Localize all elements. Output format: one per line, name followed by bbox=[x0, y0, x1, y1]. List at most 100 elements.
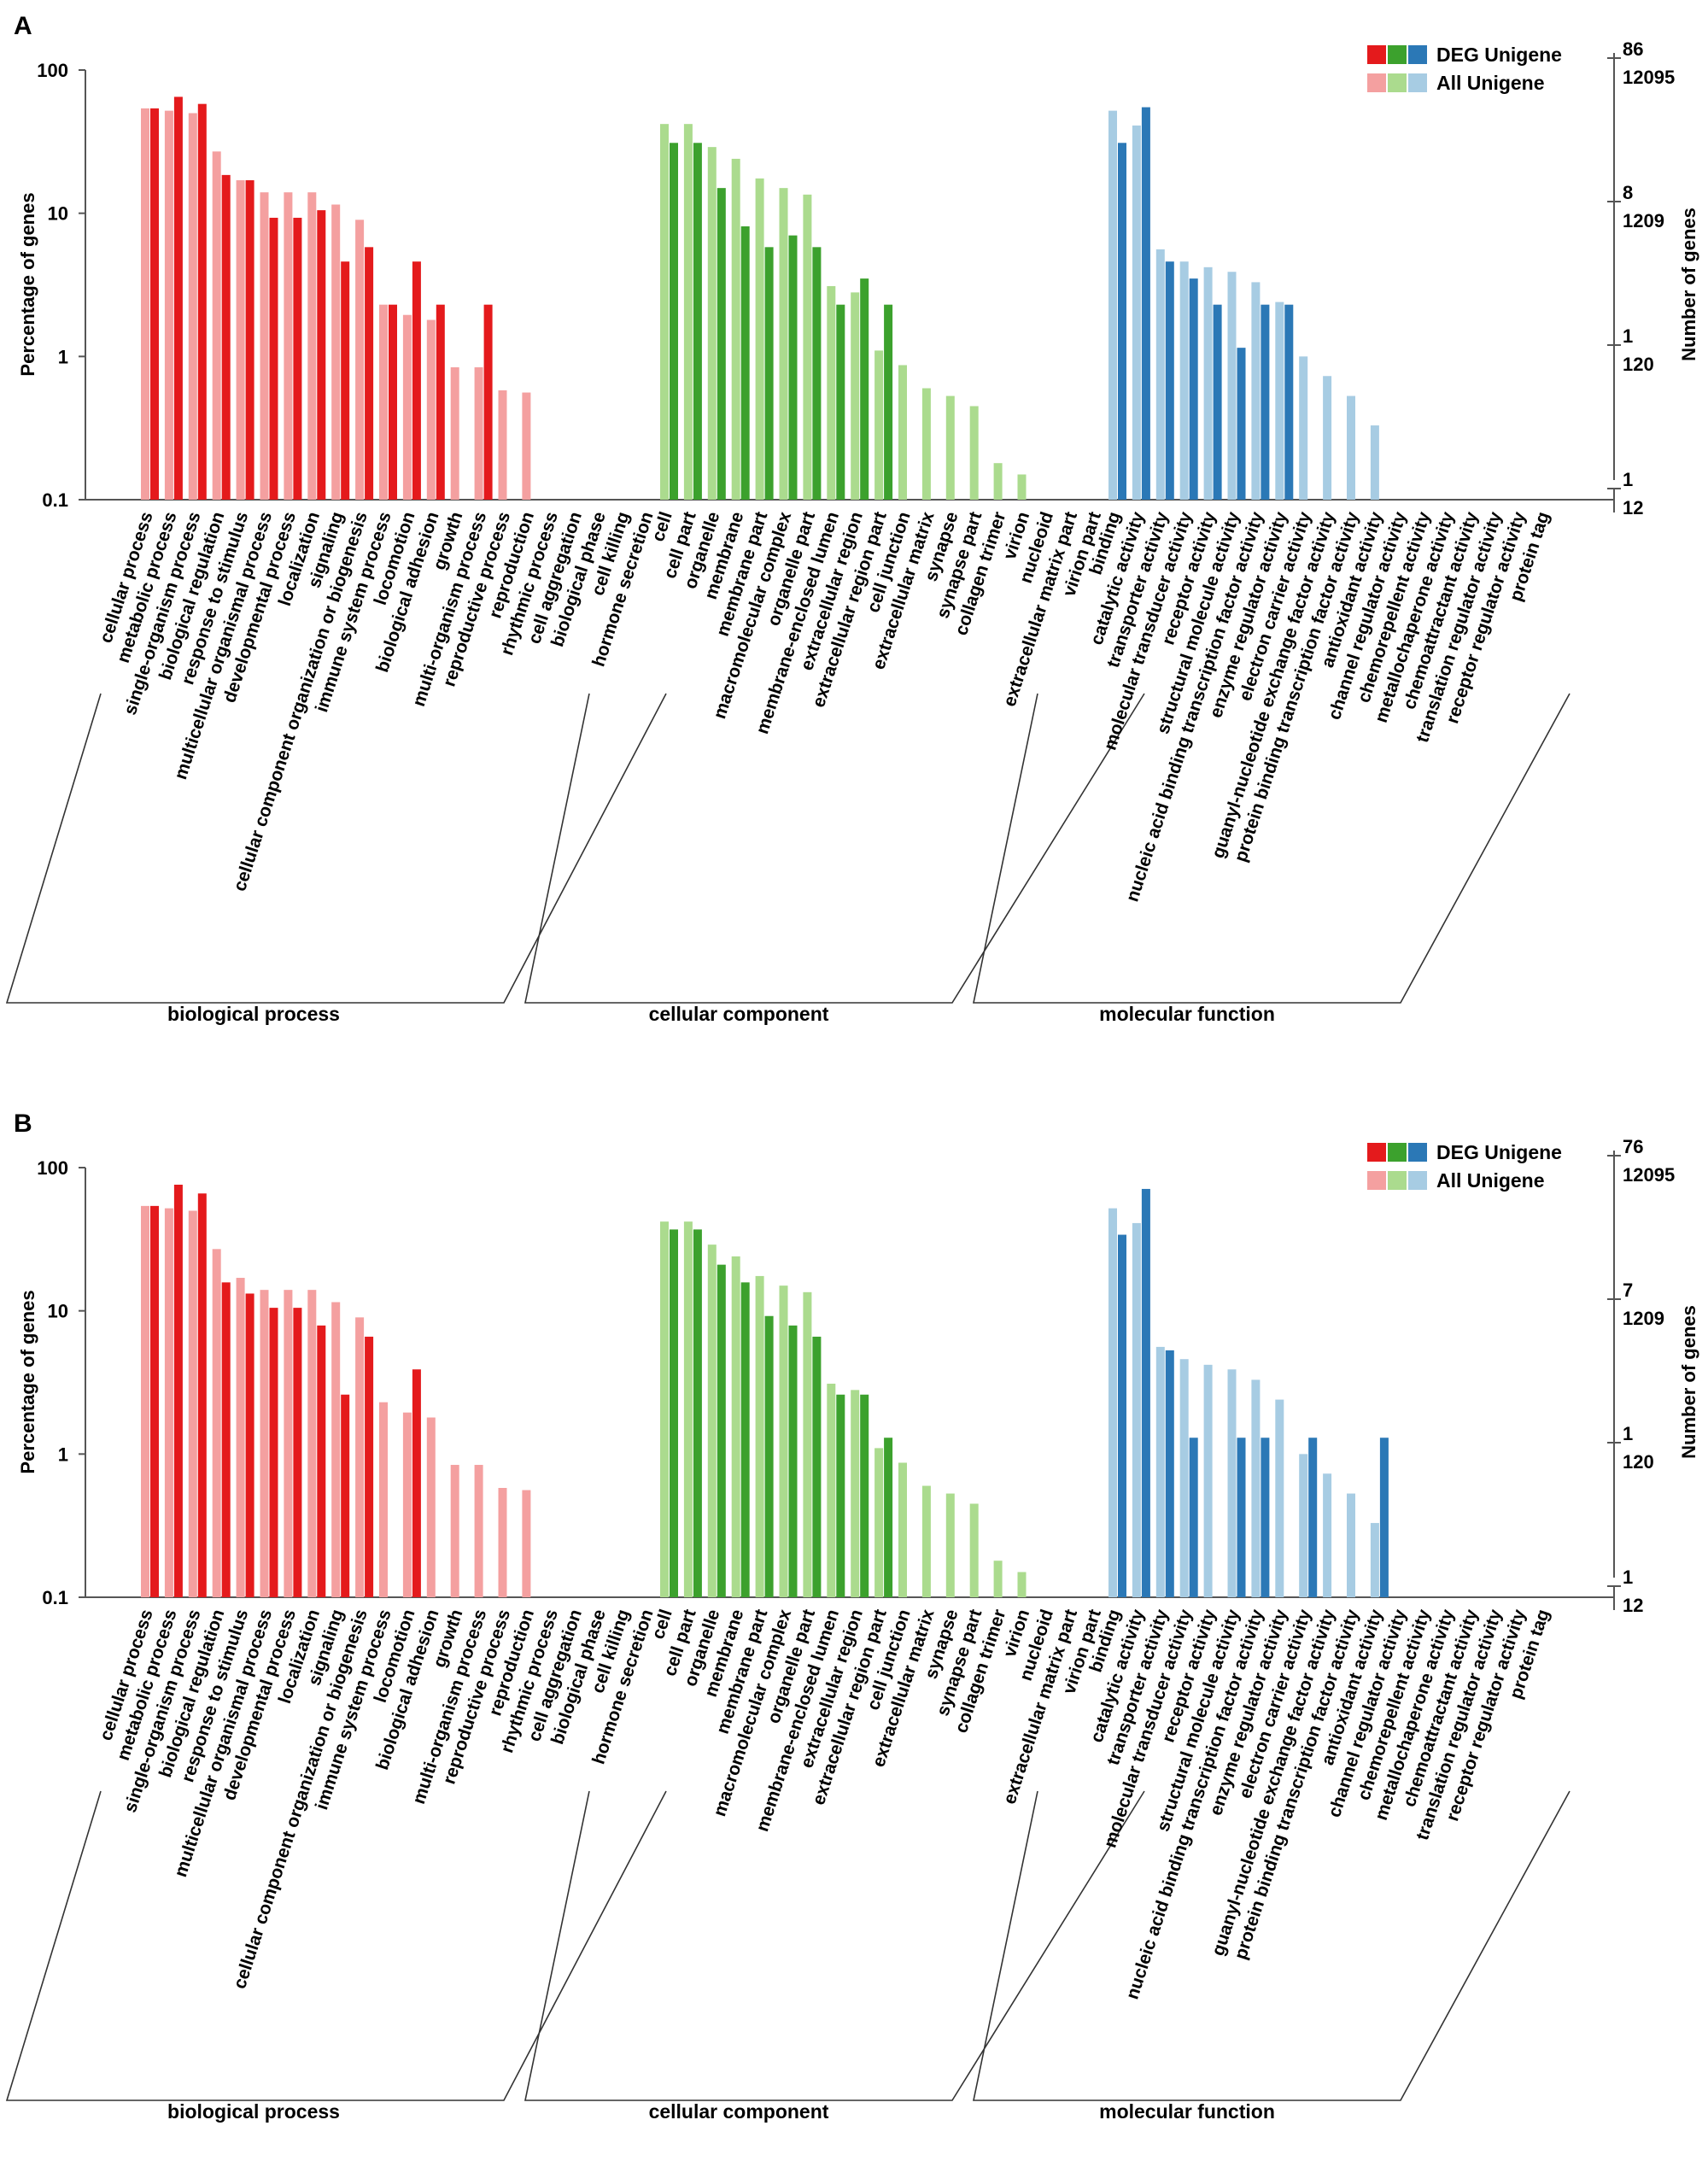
bar-all bbox=[474, 367, 483, 500]
legend-all-label: All Unigene bbox=[1436, 72, 1545, 94]
y2-axis-title: Number of genes bbox=[1678, 1305, 1699, 1459]
y-tick-label: 1 bbox=[58, 346, 68, 367]
bar-all bbox=[874, 1448, 884, 1597]
group-bracket bbox=[973, 1790, 1571, 2101]
y2-all-label: 120 bbox=[1623, 1451, 1654, 1473]
y2-all-label: 120 bbox=[1623, 354, 1654, 375]
bar-deg bbox=[693, 143, 702, 501]
bar-all bbox=[945, 1493, 955, 1597]
bar-deg bbox=[740, 1282, 750, 1597]
bar-deg bbox=[1118, 1234, 1126, 1597]
legend-swatch-all bbox=[1408, 1171, 1427, 1190]
bar-all bbox=[402, 314, 412, 500]
y-tick-label: 1 bbox=[58, 1444, 68, 1465]
bar-all bbox=[731, 1256, 740, 1597]
bar-all bbox=[683, 1221, 693, 1597]
y2-all-label: 12 bbox=[1623, 1595, 1643, 1616]
bar-all bbox=[660, 1221, 669, 1597]
panel-b: B 100 10 1 0.1 Percentage of genes 76 12095 7 120… bbox=[0, 1098, 1708, 2161]
y2-all-label: 12095 bbox=[1623, 1164, 1675, 1186]
bar-all bbox=[498, 1487, 507, 1597]
bar-deg bbox=[717, 1264, 726, 1597]
bar-deg bbox=[764, 247, 774, 500]
bar-all bbox=[1203, 1364, 1213, 1597]
y2-axis-title: Number of genes bbox=[1678, 208, 1699, 361]
bar-all bbox=[1132, 125, 1141, 501]
bar-all bbox=[779, 188, 788, 500]
bar-all bbox=[379, 1402, 388, 1597]
bar-all bbox=[307, 1290, 317, 1597]
bar-all bbox=[164, 1208, 173, 1597]
bar-deg bbox=[412, 261, 421, 500]
bar-all bbox=[1275, 302, 1284, 500]
group-bracket bbox=[524, 693, 1145, 1004]
bar-deg bbox=[1261, 304, 1270, 500]
bar-deg bbox=[293, 217, 302, 500]
legend-swatch-all bbox=[1367, 1171, 1386, 1190]
bar-all bbox=[188, 1210, 197, 1597]
bar-deg bbox=[1213, 304, 1222, 500]
bar-all bbox=[731, 158, 740, 500]
bar-deg bbox=[1237, 1438, 1246, 1597]
bar-all bbox=[236, 180, 245, 500]
bar-deg bbox=[884, 304, 893, 500]
bar-all bbox=[236, 1278, 245, 1597]
bar-all bbox=[474, 1465, 483, 1597]
group-title: biological process bbox=[167, 2100, 340, 2123]
bar-all bbox=[1132, 1222, 1141, 1597]
bar-all bbox=[1323, 376, 1332, 500]
bar-all bbox=[260, 192, 269, 500]
bar-all bbox=[683, 124, 693, 501]
bar-all bbox=[921, 388, 931, 500]
legend-swatch-all bbox=[1367, 73, 1386, 92]
bar-all bbox=[1227, 1369, 1237, 1597]
bar-all bbox=[355, 1317, 365, 1597]
y-tick-label: 10 bbox=[48, 1301, 68, 1322]
bar-all bbox=[426, 1417, 436, 1597]
legend-swatch-deg bbox=[1408, 1143, 1427, 1162]
bar-all bbox=[921, 1485, 931, 1597]
bar-deg bbox=[812, 247, 822, 500]
bar-all bbox=[1299, 356, 1308, 500]
bar-deg bbox=[1237, 348, 1246, 500]
bar-deg bbox=[269, 1308, 278, 1597]
bar-all bbox=[851, 1390, 860, 1597]
group-title: cellular component bbox=[649, 1003, 829, 1025]
bar-all bbox=[969, 1503, 979, 1597]
bar-deg bbox=[812, 1336, 822, 1597]
bar-all bbox=[331, 204, 341, 500]
bar-all bbox=[284, 1290, 293, 1597]
bar-all bbox=[450, 1465, 459, 1597]
bar-all bbox=[331, 1302, 341, 1597]
bar-all bbox=[803, 194, 812, 501]
group-bracket bbox=[5, 693, 667, 1004]
y-tick-label: 100 bbox=[37, 1157, 68, 1179]
bar-all bbox=[522, 392, 531, 500]
bar-deg bbox=[836, 1394, 845, 1597]
legend-swatch-deg bbox=[1408, 45, 1427, 64]
bar-all bbox=[779, 1285, 788, 1597]
bar-deg bbox=[197, 103, 207, 501]
bar-deg bbox=[1141, 1188, 1150, 1597]
bar-deg bbox=[1141, 107, 1150, 500]
bar-deg bbox=[389, 304, 397, 500]
y2-deg-label: 1 bbox=[1623, 1423, 1633, 1444]
bar-all bbox=[1347, 1493, 1355, 1597]
bar-all bbox=[1370, 425, 1379, 500]
group-title: cellular component bbox=[649, 2100, 829, 2123]
y2-deg-label: 1 bbox=[1623, 469, 1633, 490]
y2-all-label: 12 bbox=[1623, 497, 1643, 518]
bar-all bbox=[755, 1275, 764, 1597]
bar-all bbox=[379, 304, 388, 500]
bar-deg bbox=[150, 1205, 159, 1597]
bar-all bbox=[1179, 261, 1189, 500]
bar-all bbox=[164, 110, 173, 501]
bar-all bbox=[707, 1244, 717, 1597]
bar-deg bbox=[670, 1229, 678, 1597]
group-title: molecular function bbox=[1099, 1003, 1275, 1025]
y2-all-label: 12095 bbox=[1623, 67, 1675, 88]
legend-swatch-deg bbox=[1388, 45, 1407, 64]
bar-deg bbox=[483, 304, 493, 500]
bar-deg bbox=[788, 1325, 798, 1597]
group-title: molecular function bbox=[1099, 2100, 1275, 2123]
